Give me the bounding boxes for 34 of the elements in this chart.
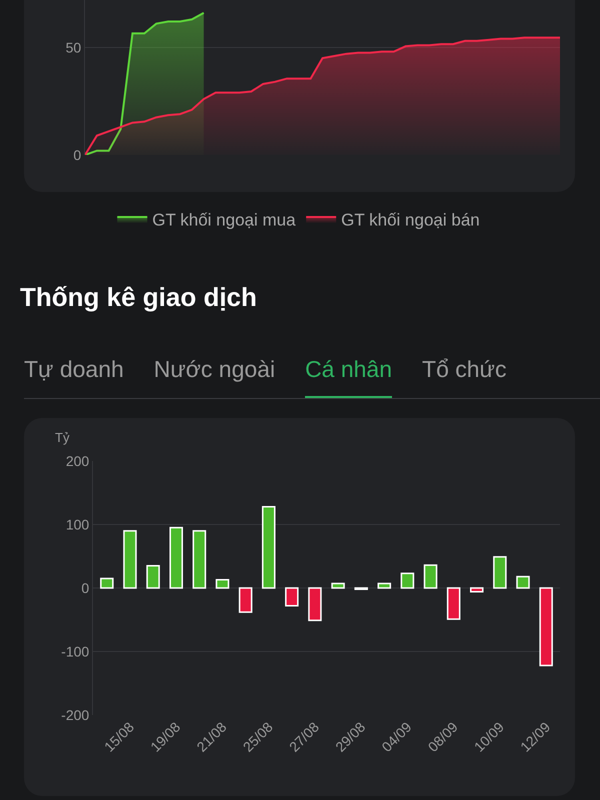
bar (400, 572, 414, 589)
y-tick-label: 50 (66, 39, 82, 56)
bar (216, 579, 230, 589)
bar (424, 564, 438, 589)
bar (123, 530, 137, 589)
bar (192, 530, 206, 589)
legend-label: GT khối ngoại bán (341, 210, 480, 230)
bar (285, 587, 299, 607)
bar (331, 582, 345, 589)
y-axis-title: Tỷ (55, 430, 70, 445)
y-tick-label: -200 (61, 706, 90, 723)
bar (446, 587, 460, 620)
bar (308, 587, 322, 622)
text: Tự doanh (24, 355, 124, 384)
y-tick-label: 200 (66, 452, 90, 469)
bar (539, 587, 553, 666)
y-tick-label: -100 (61, 643, 90, 660)
y-tick-label: 0 (73, 146, 82, 163)
bar (516, 576, 530, 589)
text: Tổ chức (422, 355, 506, 384)
bar (378, 582, 392, 589)
bar (262, 506, 276, 589)
y-tick-label: 0 (81, 580, 90, 596)
bar (238, 587, 252, 613)
bar (493, 556, 507, 589)
text: Nước ngoài (154, 355, 276, 384)
bar (100, 578, 114, 589)
chart-title: Thống kê giao dịch (20, 282, 257, 313)
legend-label: GT khối ngoại mua (152, 210, 296, 230)
bar (146, 565, 160, 589)
text: Cá nhân (305, 352, 392, 398)
y-tick-label: 100 (66, 516, 90, 532)
bar (470, 587, 484, 593)
bar (169, 526, 183, 589)
